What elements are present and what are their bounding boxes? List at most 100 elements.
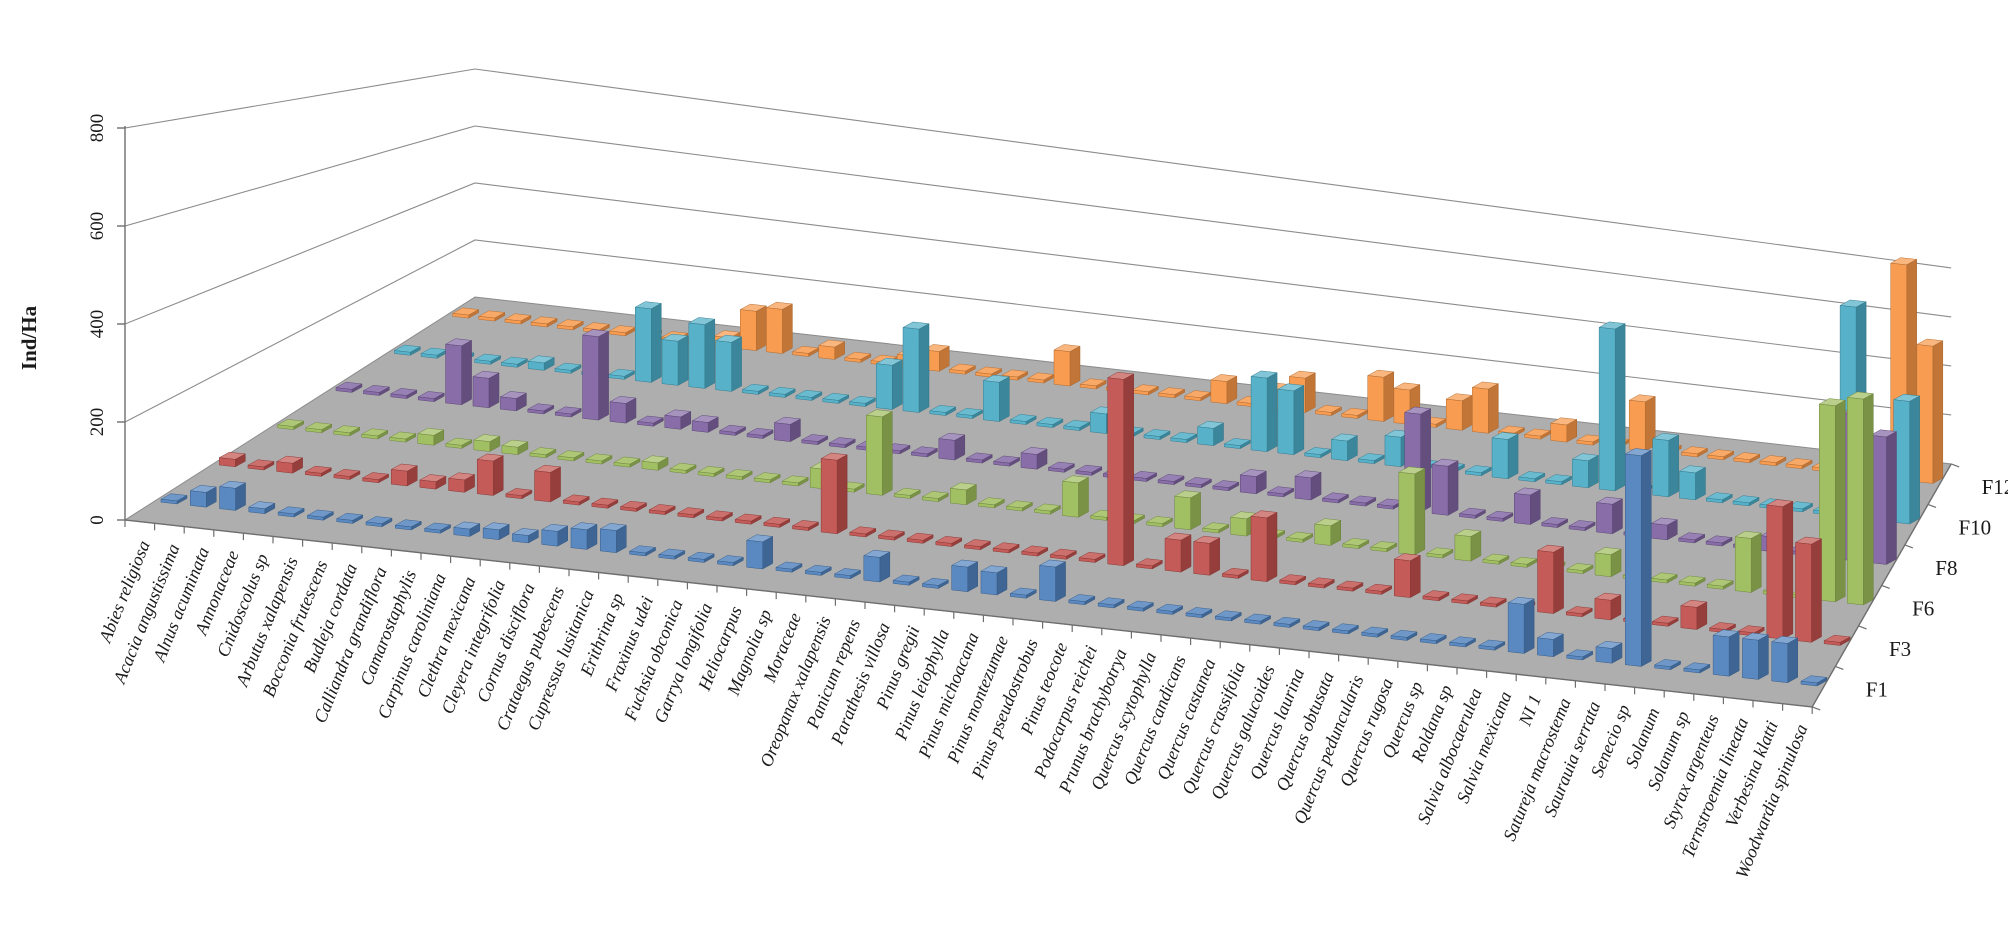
bar-F3-4 bbox=[333, 469, 361, 480]
bar-F3-17 bbox=[705, 510, 734, 522]
bar-F3-10 bbox=[505, 488, 533, 500]
bar-F10-56 bbox=[1892, 393, 1921, 525]
bar-F3-12 bbox=[562, 494, 591, 506]
bar-F1-46 bbox=[1507, 596, 1535, 654]
bar-F12-48 bbox=[1706, 449, 1735, 461]
gridline-600 bbox=[124, 125, 1952, 318]
bar-F8-44 bbox=[1540, 517, 1569, 529]
bar-F6-1 bbox=[304, 422, 333, 434]
bar-F3-6 bbox=[390, 463, 419, 487]
bar-F6-0 bbox=[276, 419, 305, 431]
gridlines bbox=[124, 68, 1952, 423]
bar-F10-12 bbox=[714, 334, 743, 392]
bar-F12-29 bbox=[1210, 374, 1238, 405]
bar-F3-48 bbox=[1594, 592, 1622, 621]
bar-F8-2 bbox=[389, 388, 418, 400]
bar-F1-24 bbox=[863, 549, 891, 583]
bar-F8-31 bbox=[1184, 477, 1213, 489]
bar-F1-56 bbox=[1800, 675, 1828, 687]
bar-F6-8 bbox=[501, 439, 529, 456]
bar-F10-9 bbox=[634, 301, 663, 383]
bar-F1-5 bbox=[306, 509, 335, 521]
bar-F6-15 bbox=[697, 466, 725, 478]
bar-F12-3 bbox=[530, 316, 558, 328]
bar-F6-16 bbox=[725, 469, 753, 481]
bar-F3-16 bbox=[677, 507, 705, 519]
bar-F10-29 bbox=[1169, 432, 1198, 444]
bar-F1-14 bbox=[570, 522, 598, 550]
bar-F1-44 bbox=[1448, 636, 1477, 648]
bar-F6-14 bbox=[669, 462, 697, 474]
bar-F1-19 bbox=[716, 555, 745, 567]
bar-F12-39 bbox=[1471, 381, 1500, 434]
bar-F6-17 bbox=[753, 472, 781, 484]
bar-F1-15 bbox=[599, 523, 628, 554]
y-axis-title: Ind/Ha bbox=[16, 305, 41, 371]
bar-F10-40 bbox=[1464, 465, 1493, 477]
bar-F10-43 bbox=[1544, 474, 1573, 486]
bar-F12-2 bbox=[504, 313, 532, 325]
bar-F8-49 bbox=[1677, 532, 1706, 544]
bar-F6-33 bbox=[1201, 522, 1230, 534]
bar-F1-22 bbox=[804, 564, 833, 576]
bar-F10-34 bbox=[1303, 447, 1332, 459]
bar-F3-44 bbox=[1479, 596, 1508, 608]
bar-F12-51 bbox=[1785, 458, 1813, 470]
bar-F6-27 bbox=[1033, 503, 1062, 515]
bar-F3-51 bbox=[1680, 599, 1708, 630]
bar-F1-3 bbox=[248, 501, 276, 515]
bar-F6-36 bbox=[1285, 531, 1314, 543]
bar-F1-11 bbox=[482, 522, 510, 541]
bar-F6-39 bbox=[1369, 541, 1398, 553]
bar-F1-8 bbox=[394, 519, 423, 531]
bar-F3-3 bbox=[304, 465, 333, 477]
bar-F1-2 bbox=[218, 480, 247, 511]
y-tick-label-0: 0 bbox=[87, 515, 108, 525]
depth-label-F12: F12 bbox=[1982, 475, 2008, 499]
series-F6 bbox=[276, 391, 1875, 606]
bar-F6-13 bbox=[641, 455, 669, 471]
bar-F6-23 bbox=[921, 491, 950, 503]
bar-F10-11 bbox=[688, 317, 716, 389]
bar-F10-8 bbox=[607, 368, 636, 380]
bar-F10-17 bbox=[848, 395, 877, 407]
bar-F6-25 bbox=[977, 497, 1006, 509]
bar-F8-29 bbox=[1129, 470, 1158, 482]
bar-F3-8 bbox=[447, 472, 476, 493]
bar-F3-41 bbox=[1393, 553, 1422, 599]
y-tick-label-200: 200 bbox=[87, 408, 108, 437]
bar-F1-26 bbox=[921, 577, 950, 589]
bar-F1-28 bbox=[980, 565, 1008, 596]
bar-F8-0 bbox=[335, 381, 363, 393]
bar-F10-36 bbox=[1357, 453, 1385, 465]
bar-F1-53 bbox=[1712, 629, 1740, 677]
bar-F8-40 bbox=[1431, 458, 1459, 516]
bar-F1-13 bbox=[540, 523, 569, 547]
bar-F10-33 bbox=[1277, 383, 1305, 456]
y-tick-label-400: 400 bbox=[87, 310, 108, 339]
bar-F6-37 bbox=[1313, 518, 1342, 546]
bar-F1-6 bbox=[335, 512, 364, 524]
bar-F8-36 bbox=[1321, 492, 1350, 504]
bar-F8-8 bbox=[554, 406, 582, 418]
bar-F3-19 bbox=[762, 516, 791, 528]
bar-F3-28 bbox=[1020, 545, 1049, 557]
bar-F6-40 bbox=[1398, 466, 1426, 556]
bar-F12-50 bbox=[1759, 455, 1787, 467]
bar-F8-34 bbox=[1266, 486, 1295, 498]
bar-F6-3 bbox=[360, 428, 389, 440]
bar-F8-41 bbox=[1458, 507, 1487, 519]
bar-F8-3 bbox=[417, 391, 445, 403]
bar-F1-18 bbox=[687, 551, 715, 563]
bar-F6-22 bbox=[893, 487, 922, 499]
bar-F10-50 bbox=[1732, 495, 1760, 507]
bar-F6-47 bbox=[1594, 547, 1622, 578]
bar-F10-5 bbox=[527, 355, 555, 371]
bar-F8-10 bbox=[609, 396, 637, 424]
bar-F3-42 bbox=[1422, 590, 1450, 602]
bar-F1-29 bbox=[1009, 587, 1038, 599]
bar-F6-18 bbox=[781, 475, 809, 487]
bar-F3-27 bbox=[992, 542, 1020, 554]
